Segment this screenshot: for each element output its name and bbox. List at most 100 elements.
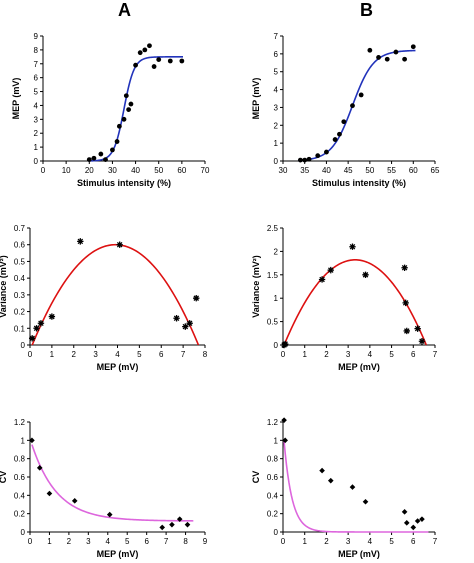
data-point [156, 57, 162, 63]
y-tick-label: 3 [274, 103, 279, 112]
y-tick-label: 0.4 [267, 491, 279, 500]
data-point [281, 417, 287, 423]
data-point [302, 157, 308, 163]
x-tick-label: 2 [324, 350, 329, 359]
data-point [147, 43, 152, 49]
x-tick-label: 35 [300, 166, 309, 175]
data-point [402, 299, 409, 307]
data-point [77, 238, 84, 245]
y-tick-label: 0 [274, 528, 279, 537]
data-point [28, 335, 36, 342]
y-tick-label: 2 [274, 247, 279, 256]
y-tick-label: 0 [21, 341, 26, 350]
data-point [281, 340, 289, 348]
x-tick-label: 4 [115, 350, 120, 359]
data-point [384, 56, 390, 62]
data-point [367, 47, 373, 53]
x-tick-label: 3 [93, 350, 98, 359]
x-tick-label: 1 [50, 350, 55, 359]
data-point [126, 107, 132, 113]
data-point [402, 56, 407, 62]
data-point [297, 157, 303, 163]
data-point [358, 92, 364, 98]
data-point [324, 149, 329, 155]
data-point [128, 101, 134, 107]
x-tick-label: 0 [281, 537, 286, 546]
data-point [318, 276, 326, 283]
data-point [403, 520, 410, 526]
x-tick-label: 5 [389, 537, 394, 546]
x-tick-label: 40 [131, 166, 140, 175]
x-tick-label: 1 [47, 537, 52, 546]
data-point [106, 511, 113, 518]
x-tick-label: 2 [67, 537, 72, 546]
data-point [86, 157, 92, 163]
x-tick-label: 20 [85, 166, 94, 175]
data-point [327, 477, 334, 484]
y-axis-title: MEP (mV) [251, 78, 261, 120]
x-tick-label: 7 [181, 350, 186, 359]
data-point [46, 490, 53, 497]
data-point [133, 62, 138, 68]
x-tick-label: 0 [28, 350, 33, 359]
x-tick-label: 1 [302, 350, 307, 359]
data-point [362, 498, 369, 505]
x-tick-label: 9 [203, 537, 208, 546]
x-tick-label: 0 [28, 537, 33, 546]
data-point [142, 47, 148, 53]
y-tick-label: 0 [274, 157, 279, 166]
chart-b2: 0 1 2 3 4 5 6 7 0 0.5 1 1.5 2 2.5 MEP (mV) Variance (mV… [251, 224, 438, 372]
data-point [169, 521, 175, 528]
x-tick-label: 6 [144, 537, 149, 546]
y-axis-title: MEP (mV) [11, 78, 21, 120]
data-point [179, 58, 185, 64]
x-tick-label: 50 [154, 166, 163, 175]
data-point [71, 498, 78, 504]
fit-curve [31, 444, 194, 522]
panel-label-b: B [360, 0, 373, 20]
x-tick-label: 10 [62, 166, 71, 175]
data-point [91, 155, 97, 161]
y-axis-title: Variance (mV²) [0, 255, 8, 318]
y-tick-label: 0 [34, 157, 39, 166]
x-tick-label: 3 [86, 537, 91, 546]
panel-label-a: A [118, 0, 131, 20]
y-tick-label: 0.4 [14, 274, 26, 283]
y-tick-label: 7 [274, 32, 279, 41]
y-tick-label: 2 [34, 129, 39, 138]
y-tick-label: 8 [34, 46, 39, 55]
x-tick-label: 2 [324, 537, 329, 546]
y-tick-label: 1 [21, 436, 26, 445]
x-tick-label: 7 [433, 537, 438, 546]
fit-curve [283, 441, 429, 533]
data-point [137, 50, 143, 56]
y-tick-label: 1.5 [267, 271, 279, 280]
data-point [401, 264, 408, 271]
y-tick-label: 1.2 [14, 418, 26, 427]
data-point [33, 325, 40, 332]
data-point [306, 156, 312, 162]
x-tick-label: 30 [279, 166, 288, 175]
data-point [36, 465, 43, 471]
data-point [37, 320, 45, 327]
x-tick-label: 4 [368, 350, 373, 359]
data-point [121, 116, 127, 122]
fit-curve [283, 259, 428, 346]
data-point [116, 123, 122, 129]
data-point [403, 327, 410, 335]
y-tick-label: 7 [34, 60, 39, 69]
data-point [98, 151, 104, 157]
y-tick-label: 6 [34, 74, 39, 83]
x-tick-label: 3 [346, 350, 351, 359]
data-point [184, 521, 191, 528]
data-point [349, 243, 356, 250]
x-axis-title: MEP (mV) [97, 549, 139, 559]
x-tick-label: 2 [72, 350, 77, 359]
y-tick-label: 0.1 [14, 324, 26, 333]
data-point [29, 437, 35, 444]
chart-b3: 0 1 2 3 4 5 6 7 0 0.2 0.4 0.6 0.8 1 1.2 MEP (mV) CV [251, 417, 438, 559]
x-axis-title: Stimulus intensity (%) [312, 178, 406, 188]
data-point [176, 516, 183, 522]
y-tick-label: 4 [274, 86, 279, 95]
